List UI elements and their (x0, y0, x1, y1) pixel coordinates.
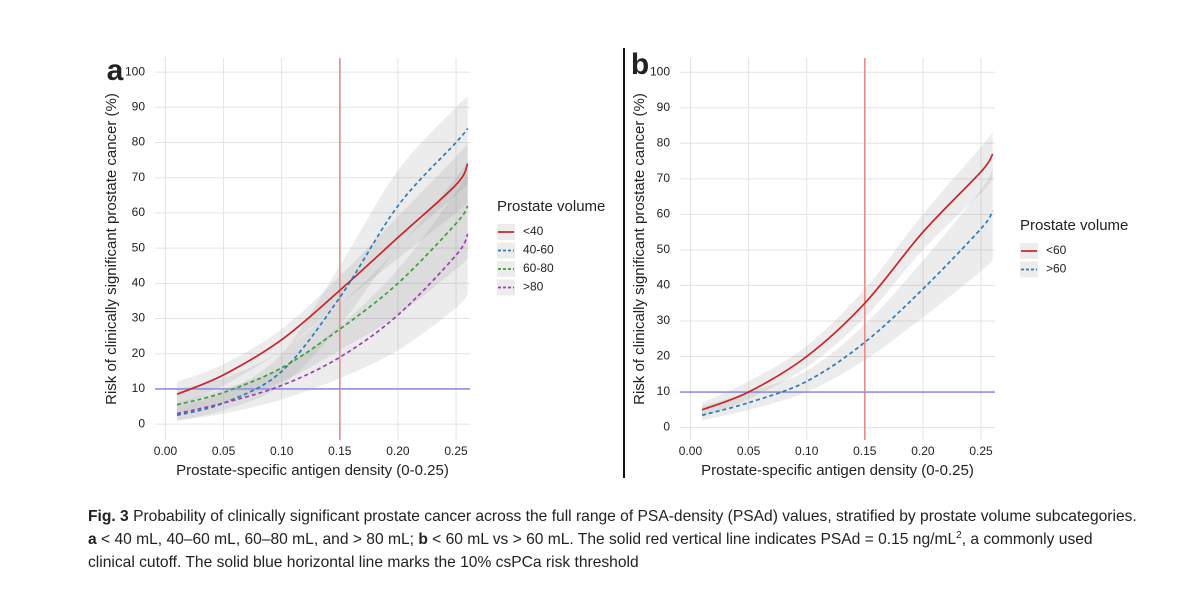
x-tick-label: 0.20 (386, 444, 410, 458)
confidence-band (177, 96, 468, 421)
y-tick-label: 50 (657, 242, 671, 256)
caption-text: b (418, 531, 428, 548)
x-axis-label: Prostate-specific antigen density (0-0.2… (176, 462, 449, 479)
series-line (176, 205, 469, 406)
x-tick-label: 0.00 (154, 444, 178, 458)
x-tick-label: 0.05 (212, 444, 236, 458)
y-tick-label: 30 (657, 313, 671, 327)
legend-label: <60 (1046, 243, 1067, 257)
series-line (701, 153, 994, 411)
y-axis-label: Risk of clinically significant prostate … (631, 93, 648, 405)
x-tick-label: 0.10 (270, 444, 294, 458)
chart-panel: 0 10 20 30 40 50 60 70 80 90 100 0.00 0.05 0.10 0.15 0.… (103, 54, 605, 479)
y-tick-label: 20 (132, 346, 146, 360)
x-tick-label: 0.05 (737, 444, 761, 458)
legend-title: Prostate volume (1020, 217, 1128, 234)
y-tick-label: 10 (132, 381, 146, 395)
caption-text: 2 (956, 529, 962, 541)
x-tick-label: 0.10 (795, 444, 819, 458)
caption-text: < 60 mL vs > 60 mL. The solid red vertic… (427, 531, 957, 548)
y-tick-label: 90 (657, 100, 671, 114)
legend-title: Prostate volume (497, 198, 605, 215)
y-tick-label: 100 (125, 64, 145, 78)
x-tick-label: 0.25 (969, 444, 993, 458)
y-tick-label: 50 (132, 240, 146, 254)
y-tick-label: 0 (663, 420, 670, 434)
x-tick-label: 0.15 (328, 444, 352, 458)
caption-text: < 40 mL, 40–60 mL, 60–80 mL, and > 80 mL… (96, 531, 419, 548)
y-tick-label: 70 (132, 170, 146, 184)
x-tick-label: 0.00 (679, 444, 703, 458)
y-tick-label: 70 (657, 171, 671, 185)
y-tick-label: 10 (657, 384, 671, 398)
confidence-band (702, 168, 993, 421)
y-tick-label: 60 (132, 205, 146, 219)
legend-label: <40 (523, 224, 544, 238)
panel-label: b (631, 48, 649, 81)
x-axis-label: Prostate-specific antigen density (0-0.2… (701, 462, 974, 479)
legend-label: 40-60 (523, 243, 554, 257)
y-tick-label: 60 (657, 207, 671, 221)
y-tick-label: 100 (650, 64, 670, 78)
series-line (176, 163, 469, 396)
confidence-band (177, 170, 468, 421)
x-tick-label: 0.20 (911, 444, 935, 458)
y-tick-label: 0 (138, 416, 145, 430)
y-axis-label: Risk of clinically significant prostate … (103, 93, 120, 405)
caption-text: Fig. 3 (88, 508, 129, 525)
caption-text: a (88, 531, 97, 548)
x-tick-label: 0.15 (853, 444, 877, 458)
legend-label: 60-80 (523, 261, 554, 275)
x-tick-label: 0.25 (444, 444, 468, 458)
caption-text: , a commonly used clinical cutoff. The s… (88, 531, 1093, 571)
y-tick-label: 80 (132, 135, 146, 149)
chart-panel: 0 10 20 30 40 50 60 70 80 90 100 0.00 0.05 0.10 0.15 0.… (631, 48, 1129, 479)
legend-label: >60 (1046, 262, 1067, 276)
y-tick-label: 20 (657, 349, 671, 363)
y-tick-label: 90 (132, 99, 146, 113)
legend-label: >80 (523, 280, 544, 294)
figure-caption: Fig. 3 Probability of clinically signifi… (88, 505, 1138, 574)
panel-label: a (107, 54, 124, 87)
y-tick-label: 80 (657, 135, 671, 149)
y-tick-label: 30 (132, 311, 146, 325)
confidence-band (177, 142, 468, 407)
y-tick-label: 40 (132, 275, 146, 289)
caption-text: Probability of clinically significant pr… (128, 508, 1137, 525)
y-tick-label: 40 (657, 278, 671, 292)
